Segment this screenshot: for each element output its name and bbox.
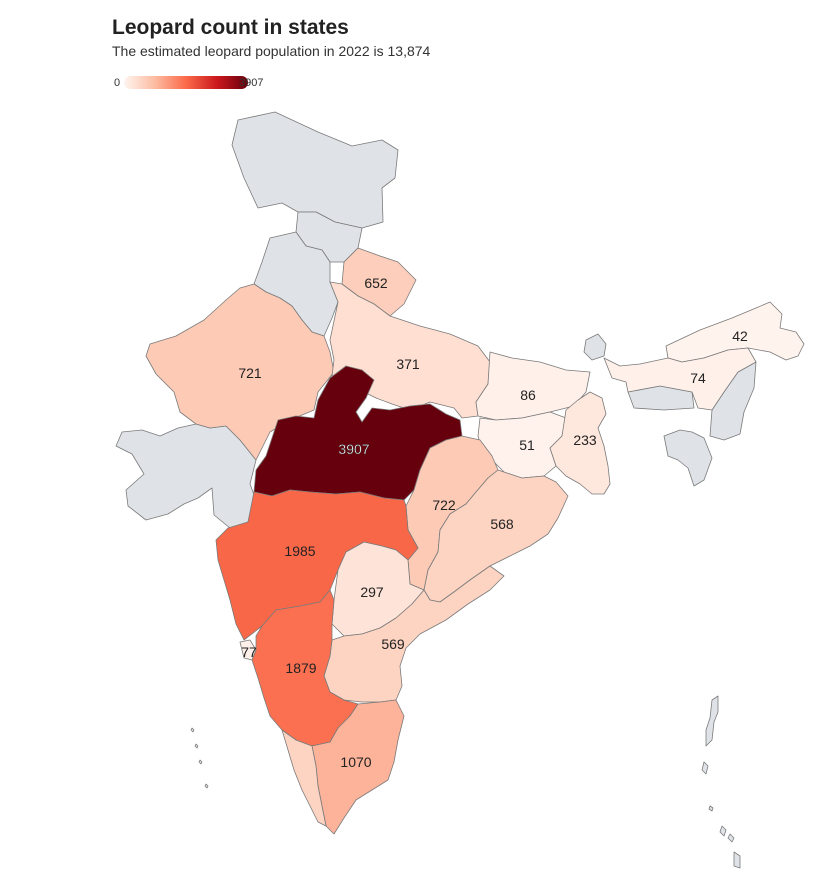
value-label-uttarakhand: 652	[364, 275, 388, 291]
value-label-madhya-pradesh: 3907	[338, 441, 369, 457]
value-labels: 652 721 371 86 42 74 3907 51 233 722 568…	[238, 275, 748, 770]
value-label-bihar: 86	[520, 387, 536, 403]
legend-gradient-bar	[124, 76, 248, 89]
data-layer	[145, 247, 805, 835]
value-label-jharkhand: 51	[519, 437, 535, 453]
state-gujarat[interactable]	[115, 423, 257, 529]
value-label-odisha: 568	[490, 516, 514, 532]
value-label-goa: 77	[241, 644, 257, 660]
state-ladakh-jk[interactable]	[231, 111, 399, 229]
state-kerala[interactable]	[281, 729, 327, 827]
state-andhra-pradesh[interactable]	[323, 565, 505, 703]
value-label-maharashtra: 1985	[284, 543, 315, 559]
state-tamil-nadu[interactable]	[311, 699, 405, 835]
state-assam[interactable]	[603, 347, 757, 411]
value-label-andhra-pradesh: 569	[381, 636, 405, 652]
value-label-assam: 74	[690, 370, 706, 386]
chart-title: Leopard count in states	[112, 16, 349, 39]
andaman-nicobar-islands	[701, 695, 741, 869]
value-label-west-bengal: 233	[573, 432, 597, 448]
state-sikkim[interactable]	[583, 333, 607, 361]
value-label-chhattisgarh: 722	[432, 497, 456, 513]
legend-min-label: 0	[114, 77, 121, 89]
lakshadweep-islands	[190, 727, 209, 789]
state-mizoram-tripura[interactable]	[663, 429, 713, 487]
state-rajasthan[interactable]	[145, 283, 335, 461]
value-label-karnataka: 1879	[285, 660, 316, 676]
value-label-arunachal-pradesh: 42	[732, 328, 748, 344]
value-label-telangana: 297	[360, 584, 384, 600]
state-bihar[interactable]	[475, 351, 591, 421]
value-label-tamil-nadu: 1070	[340, 754, 371, 770]
value-label-rajasthan: 721	[238, 365, 262, 381]
legend-max-label: 3907	[239, 77, 264, 89]
no-data-layer	[115, 111, 757, 869]
value-label-uttar-pradesh: 371	[396, 356, 420, 372]
chart-subtitle: The estimated leopard population in 2022…	[112, 43, 431, 59]
state-west-bengal[interactable]	[549, 391, 611, 495]
color-legend: 0 3907	[112, 74, 292, 96]
